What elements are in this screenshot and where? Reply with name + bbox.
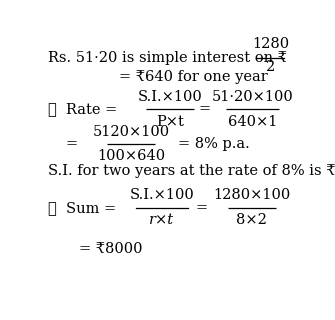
Text: 1280: 1280 xyxy=(252,37,289,51)
Text: ∴  Rate =: ∴ Rate = xyxy=(48,102,117,116)
Text: Rs. 51·20 is simple interest on ₹: Rs. 51·20 is simple interest on ₹ xyxy=(48,51,287,65)
Text: 1280×100: 1280×100 xyxy=(213,188,290,203)
Text: =: = xyxy=(65,137,77,151)
Text: = 8% p.a.: = 8% p.a. xyxy=(178,137,249,151)
Text: 5120×100: 5120×100 xyxy=(92,124,170,139)
Text: 100×640: 100×640 xyxy=(97,149,165,163)
Text: = ₹640 for one year: = ₹640 for one year xyxy=(119,70,268,84)
Text: =: = xyxy=(195,201,208,215)
Text: 8×2: 8×2 xyxy=(237,213,267,227)
Text: S.I. for two years at the rate of 8% is ₹1280: S.I. for two years at the rate of 8% is … xyxy=(48,164,335,178)
Text: = ₹8000: = ₹8000 xyxy=(79,242,143,256)
Text: 640×1: 640×1 xyxy=(228,115,277,129)
Text: 2: 2 xyxy=(266,60,275,74)
Text: 51·20×100: 51·20×100 xyxy=(212,90,293,104)
Text: ∴  Sum =: ∴ Sum = xyxy=(48,201,116,215)
Text: P×t: P×t xyxy=(156,115,184,129)
Text: =: = xyxy=(199,102,211,116)
Text: r×t: r×t xyxy=(149,213,175,227)
Text: S.I.×100: S.I.×100 xyxy=(137,90,202,104)
Text: S.I.×100: S.I.×100 xyxy=(130,188,194,203)
